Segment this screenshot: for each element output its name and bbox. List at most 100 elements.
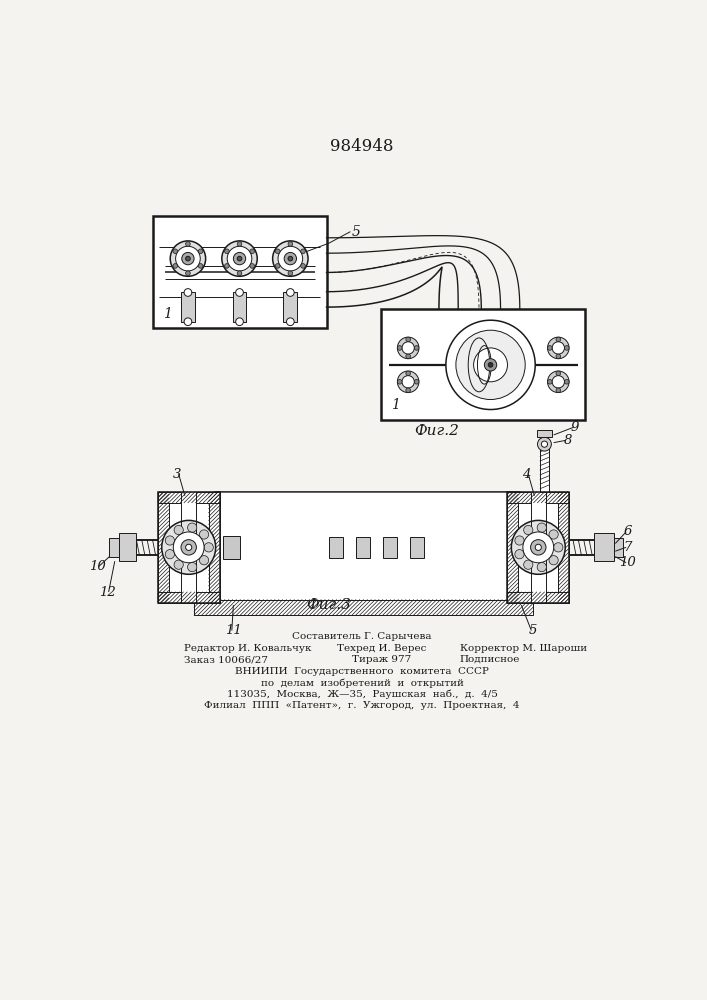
Circle shape [414,346,419,350]
Circle shape [511,520,565,574]
Circle shape [227,246,252,271]
Circle shape [238,271,242,276]
Bar [153,216,327,328]
Text: по  делам  изобретений  и  открытий: по делам изобретений и открытий [260,678,463,688]
Circle shape [162,520,216,574]
Circle shape [542,441,547,447]
Circle shape [547,379,552,384]
Circle shape [165,550,175,559]
Circle shape [238,242,242,246]
Text: Тираж 977: Тираж 977 [352,655,411,664]
Circle shape [235,289,243,296]
Circle shape [278,246,303,271]
Text: 10: 10 [88,560,105,573]
Circle shape [547,346,552,350]
Circle shape [186,256,190,261]
Circle shape [165,536,175,545]
Bar [158,492,169,603]
Circle shape [174,525,183,535]
Circle shape [273,241,308,276]
Bar [181,292,195,322]
Circle shape [537,523,547,532]
Circle shape [552,376,564,388]
Bar [158,592,219,603]
Circle shape [406,354,411,359]
Text: 984948: 984948 [330,138,394,155]
Bar [194,600,533,615]
Bar [329,537,343,558]
Bar [530,492,546,603]
Circle shape [552,342,564,354]
Circle shape [187,523,197,532]
Text: Филиал  ППП  «Патент»,  г.  Ужгород,  ул.  Проектная,  4: Филиал ППП «Патент», г. Ужгород, ул. Про… [204,701,520,710]
Circle shape [238,256,242,261]
Text: Техред И. Верес: Техред И. Верес [337,644,426,653]
Bar [110,538,119,557]
Text: Фиг.3: Фиг.3 [306,598,351,612]
Circle shape [530,540,546,555]
Circle shape [225,264,229,268]
Bar [169,503,209,592]
Circle shape [184,289,192,296]
Circle shape [186,544,192,550]
Circle shape [537,437,551,451]
Circle shape [564,379,569,384]
Circle shape [186,271,190,276]
Bar [382,537,397,558]
Text: Составитель Г. Сарычева: Составитель Г. Сарычева [292,632,432,641]
Circle shape [222,241,257,276]
Text: 12: 12 [99,586,115,599]
Text: 113035,  Москва,  Ж—35,  Раушская  наб.,  д.  4/5: 113035, Москва, Ж—35, Раушская наб., д. … [226,690,498,699]
Circle shape [537,562,547,572]
Circle shape [397,371,419,393]
Circle shape [556,388,561,393]
Circle shape [515,536,524,545]
Circle shape [286,318,294,326]
Circle shape [446,320,535,410]
Circle shape [300,264,305,268]
Circle shape [204,543,214,552]
Bar [508,492,569,603]
Bar [233,292,247,322]
Circle shape [397,346,402,350]
Circle shape [474,348,508,382]
Text: 1: 1 [163,307,172,321]
Text: 4: 4 [522,468,531,481]
Circle shape [456,330,525,400]
Bar [540,444,549,492]
Circle shape [284,252,296,265]
Text: 6: 6 [624,525,632,538]
Circle shape [397,337,419,359]
Text: 10: 10 [619,556,636,569]
Bar [409,537,423,558]
Circle shape [199,530,209,539]
Circle shape [288,242,293,246]
Text: 5: 5 [529,624,537,637]
Circle shape [198,264,203,268]
Bar [209,492,219,603]
Circle shape [184,318,192,326]
Bar [158,492,219,503]
Bar [158,492,219,603]
Text: Фиг.2: Фиг.2 [414,424,459,438]
Circle shape [402,376,414,388]
Circle shape [198,249,203,254]
Circle shape [173,249,177,254]
Circle shape [288,271,293,276]
Text: Подписное: Подписное [460,655,520,664]
Circle shape [286,289,294,296]
Circle shape [554,543,563,552]
Text: 7: 7 [624,541,632,554]
Text: 3: 3 [173,468,181,481]
Circle shape [300,249,305,254]
Bar [508,492,518,603]
Bar [223,536,240,559]
Text: Корректор М. Шароши: Корректор М. Шароши [460,644,587,653]
Circle shape [549,556,559,565]
Circle shape [199,556,209,565]
Circle shape [181,540,197,555]
Circle shape [170,241,206,276]
Bar [559,492,569,603]
Text: 11: 11 [225,624,242,637]
Circle shape [275,249,280,254]
